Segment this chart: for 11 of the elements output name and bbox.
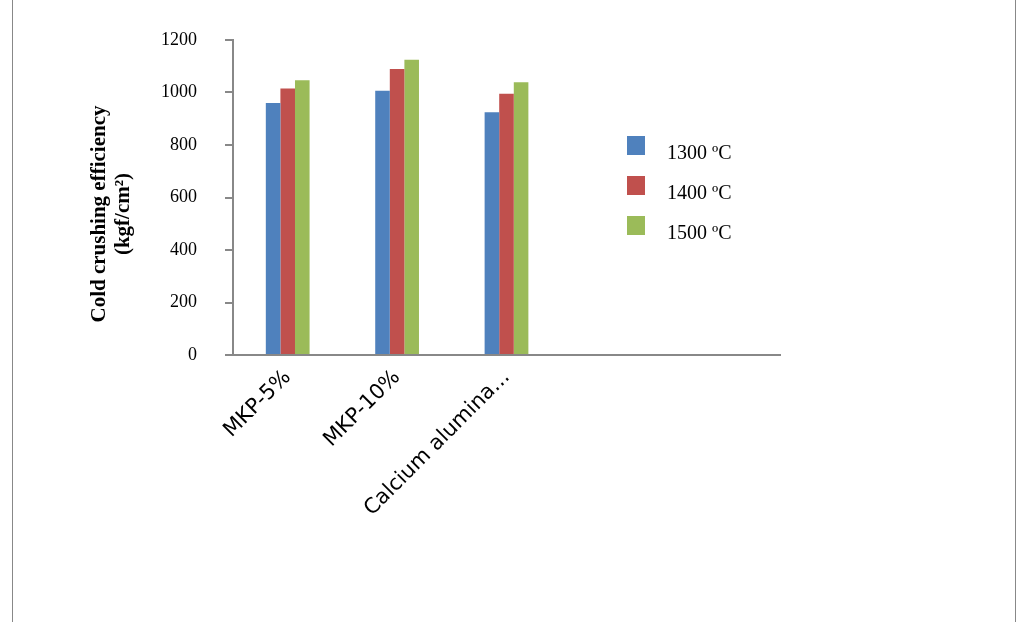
legend-label: 1500 ºC xyxy=(667,220,732,244)
y-tick-label: 400 xyxy=(170,238,197,259)
y-tick-label: 0 xyxy=(188,343,197,364)
y-tick-label: 600 xyxy=(170,186,197,207)
legend-label: 1400 ºC xyxy=(667,180,732,204)
y-tick-label: 200 xyxy=(170,291,197,312)
y-tick-label: 1000 xyxy=(161,81,197,102)
y-axis-title: Cold crushing efficiency (kgf/cm²) xyxy=(86,104,134,325)
legend-label: 1300 ºC xyxy=(667,140,732,164)
y-tick-label: 800 xyxy=(170,133,197,154)
y-tick-label: 1200 xyxy=(161,28,197,49)
